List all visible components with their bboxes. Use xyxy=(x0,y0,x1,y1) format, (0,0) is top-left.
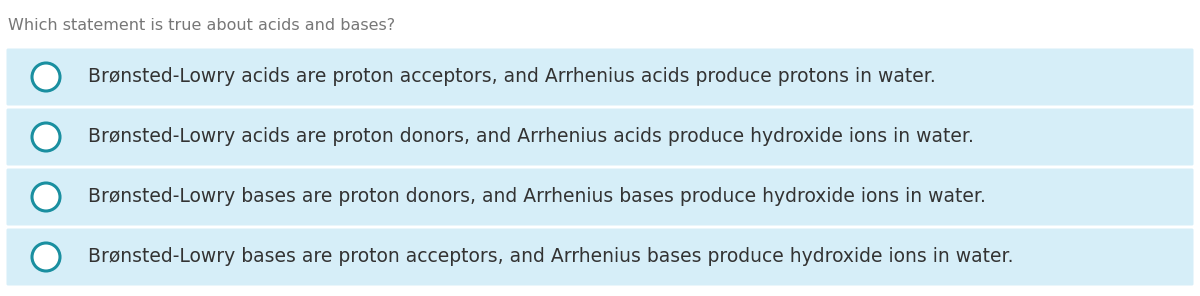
Ellipse shape xyxy=(32,123,60,151)
Text: Brønsted-Lowry acids are proton acceptors, and Arrhenius acids produce protons i: Brønsted-Lowry acids are proton acceptor… xyxy=(88,67,936,86)
Ellipse shape xyxy=(32,183,60,211)
Text: Brønsted-Lowry bases are proton donors, and Arrhenius bases produce hydroxide io: Brønsted-Lowry bases are proton donors, … xyxy=(88,187,986,207)
FancyBboxPatch shape xyxy=(6,49,1194,105)
FancyBboxPatch shape xyxy=(6,168,1194,226)
FancyBboxPatch shape xyxy=(6,229,1194,286)
Ellipse shape xyxy=(32,63,60,91)
Ellipse shape xyxy=(32,243,60,271)
Text: Which statement is true about acids and bases?: Which statement is true about acids and … xyxy=(8,18,395,33)
Text: Brønsted-Lowry acids are proton donors, and Arrhenius acids produce hydroxide io: Brønsted-Lowry acids are proton donors, … xyxy=(88,128,974,147)
Text: Brønsted-Lowry bases are proton acceptors, and Arrhenius bases produce hydroxide: Brønsted-Lowry bases are proton acceptor… xyxy=(88,247,1014,266)
FancyBboxPatch shape xyxy=(6,109,1194,165)
